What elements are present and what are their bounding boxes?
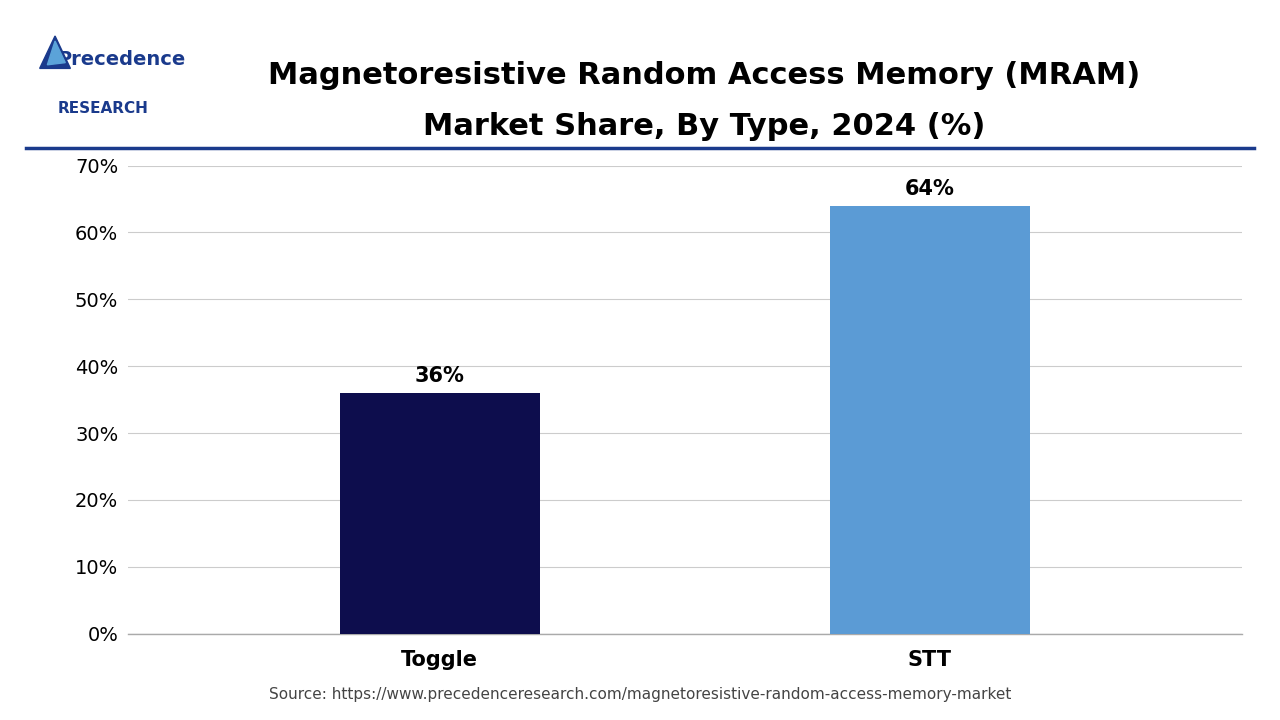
Text: 36%: 36%	[415, 366, 465, 386]
Bar	[829, 206, 1030, 634]
Text: RESEARCH: RESEARCH	[58, 101, 148, 116]
Text: Market Share, By Type, 2024 (%): Market Share, By Type, 2024 (%)	[422, 112, 986, 140]
Text: Source: https://www.precedenceresearch.com/magnetoresistive-random-access-memory: Source: https://www.precedenceresearch.c…	[269, 687, 1011, 702]
Text: Precedence: Precedence	[58, 50, 186, 69]
Text: 64%: 64%	[905, 179, 955, 199]
Text: Magnetoresistive Random Access Memory (MRAM): Magnetoresistive Random Access Memory (M…	[268, 61, 1140, 90]
Bar	[339, 393, 540, 634]
